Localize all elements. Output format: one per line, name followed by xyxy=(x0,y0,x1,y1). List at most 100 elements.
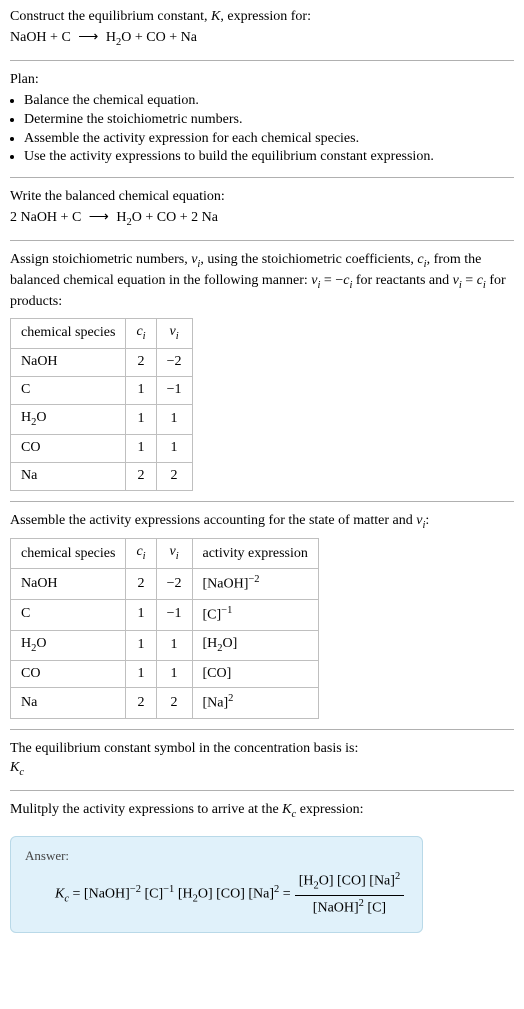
cell-species: C xyxy=(11,599,126,630)
balanced-title: Write the balanced chemical equation: xyxy=(10,188,514,207)
ans-h2o-b: O] [CO] [Na] xyxy=(198,886,274,901)
answer-lhs: Kc = [NaOH]−2 [C]−1 [H2O] [CO] [Na]2 = xyxy=(55,883,291,907)
arrow-icon: ⟶ xyxy=(85,210,113,225)
plan-list: Balance the chemical equation. Determine… xyxy=(10,92,514,168)
balanced-block: Write the balanced chemical equation: 2 … xyxy=(10,188,514,230)
intro-K: K xyxy=(211,9,220,24)
col-ci: ci xyxy=(126,319,156,349)
sp-b: O xyxy=(36,410,46,425)
arrow-icon: ⟶ xyxy=(74,30,102,45)
kc-symbol-block: The equilibrium constant symbol in the c… xyxy=(10,740,514,780)
answer-box: Answer: Kc = [NaOH]−2 [C]−1 [H2O] [CO] [… xyxy=(10,836,423,934)
cell-activity: [H2O] xyxy=(192,630,318,660)
cell-activity: [CO] xyxy=(192,660,318,688)
col-species: chemical species xyxy=(11,319,126,349)
col-nui: νi xyxy=(156,539,192,569)
cell-nu: 1 xyxy=(156,630,192,660)
eq-rhs-b: O + CO + Na xyxy=(121,30,197,45)
cell-c: 2 xyxy=(126,569,156,600)
table-row: Na 2 2 [Na]2 xyxy=(11,688,319,719)
col-activity: activity expression xyxy=(192,539,318,569)
stoich-text-b: , using the stoichiometric coefficients, xyxy=(200,252,417,267)
num-sup: 2 xyxy=(395,871,400,882)
mult-K: K xyxy=(282,802,291,817)
multiply-text-a: Mulitply the activity expressions to arr… xyxy=(10,802,282,817)
plan-item: Use the activity expressions to build th… xyxy=(24,148,514,167)
cell-c: 1 xyxy=(126,599,156,630)
multiply-block: Mulitply the activity expressions to arr… xyxy=(10,801,514,822)
table-row: Na 2 2 xyxy=(11,462,193,490)
balanced-equation: 2 NaOH + C ⟶ H2O + CO + 2 Na xyxy=(10,209,514,230)
stoich-text-a: Assign stoichiometric numbers, xyxy=(10,252,191,267)
cell-c: 2 xyxy=(126,688,156,719)
nu-sub: i xyxy=(176,331,179,342)
stoich-block: Assign stoichiometric numbers, νi , using… xyxy=(10,251,514,490)
ax-a: [H xyxy=(203,636,218,651)
ax-a: [C] xyxy=(203,608,222,623)
activity-text-b: : xyxy=(425,513,429,528)
table-row: chemical species ci νi xyxy=(11,319,193,349)
bal-lhs: 2 NaOH + C xyxy=(10,210,81,225)
cell-activity: [NaOH]−2 xyxy=(192,569,318,600)
cell-c: 1 xyxy=(126,404,156,434)
cell-species: C xyxy=(11,376,126,404)
table-row: C 1 −1 [C]−1 xyxy=(11,599,319,630)
den-b: [C] xyxy=(364,901,386,916)
rule-prod: = xyxy=(462,273,477,288)
cell-nu: −1 xyxy=(156,599,192,630)
kc-c: c xyxy=(19,767,24,778)
sp-b: O xyxy=(36,636,46,651)
plan-item: Determine the stoichiometric numbers. xyxy=(24,111,514,130)
activity-text-a: Assemble the activity expressions accoun… xyxy=(10,513,416,528)
cell-nu: 2 xyxy=(156,688,192,719)
cell-species: Na xyxy=(11,462,126,490)
frac-bar xyxy=(295,895,404,896)
answer-label: Answer: xyxy=(25,847,408,865)
eq-lhs: NaOH + C xyxy=(10,30,71,45)
cell-nu: −2 xyxy=(156,348,192,376)
intro-line1: Construct the equilibrium constant, K, e… xyxy=(10,8,514,27)
divider xyxy=(10,177,514,178)
answer-equation: Kc = [NaOH]−2 [C]−1 [H2O] [CO] [Na]2 = [… xyxy=(25,870,408,918)
cell-species: NaOH xyxy=(11,569,126,600)
divider xyxy=(10,790,514,791)
ans-sup-m2: −2 xyxy=(130,884,141,895)
table-row: H2O 1 1 xyxy=(11,404,193,434)
cell-c: 2 xyxy=(126,348,156,376)
divider xyxy=(10,501,514,502)
rule-react: = − xyxy=(320,273,343,288)
cell-species: CO xyxy=(11,434,126,462)
c-sub: i xyxy=(143,551,146,562)
eq-rhs-a: H xyxy=(106,30,116,45)
ax-sup: −2 xyxy=(248,574,259,585)
cell-c: 2 xyxy=(126,462,156,490)
bal-rhs-a: H xyxy=(116,210,126,225)
table-row: NaOH 2 −2 xyxy=(11,348,193,376)
activity-block: Assemble the activity expressions accoun… xyxy=(10,512,514,719)
ans-h2o-a: [H xyxy=(174,886,192,901)
cell-activity: [Na]2 xyxy=(192,688,318,719)
ax-sup: 2 xyxy=(228,693,233,704)
ans-eq: = xyxy=(69,886,84,901)
col-nui: νi xyxy=(156,319,192,349)
cell-c: 1 xyxy=(126,630,156,660)
ax-sup: −1 xyxy=(221,605,232,616)
sp-a: H xyxy=(21,636,31,651)
sp-a: H xyxy=(21,410,31,425)
cell-species: NaOH xyxy=(11,348,126,376)
divider xyxy=(10,240,514,241)
multiply-text-b: expression: xyxy=(296,802,363,817)
ax-a: [Na] xyxy=(203,696,229,711)
table-row: chemical species ci νi activity expressi… xyxy=(11,539,319,569)
ans-sup-m1: −1 xyxy=(163,884,174,895)
plan-item: Balance the chemical equation. xyxy=(24,92,514,111)
ans-cterm: [C] xyxy=(141,886,163,901)
c-sub: i xyxy=(143,331,146,342)
cell-activity: [C]−1 xyxy=(192,599,318,630)
activity-text: Assemble the activity expressions accoun… xyxy=(10,512,514,533)
intro-text-b: , expression for: xyxy=(220,9,311,24)
bal-rhs-b: O + CO + 2 Na xyxy=(132,210,218,225)
cell-c: 1 xyxy=(126,434,156,462)
table-row: CO 1 1 [CO] xyxy=(11,660,319,688)
ans-eq2: = xyxy=(279,886,290,901)
